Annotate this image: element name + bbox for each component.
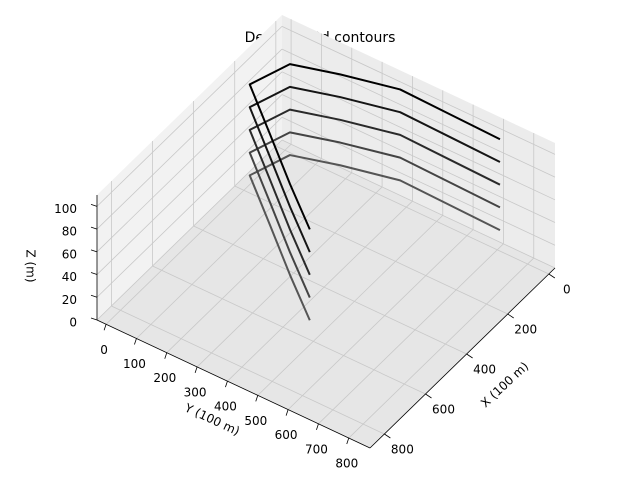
z-tick (90, 203, 98, 207)
z-tick (90, 272, 98, 275)
x-tick-label: 600 (432, 403, 455, 417)
y-tick-label: 400 (214, 400, 237, 414)
grid-line (96, 116, 283, 298)
y-tick (316, 423, 319, 430)
y-tick-label: 100 (123, 357, 146, 371)
y-tick (225, 381, 228, 388)
y-tick-label: 500 (244, 414, 267, 428)
y-tick (164, 352, 168, 359)
grid-line (96, 71, 283, 253)
grid-line (318, 243, 504, 425)
grid-line (105, 143, 292, 325)
x-tick (425, 393, 432, 399)
z-tick-label: 40 (62, 270, 77, 284)
grid-line (257, 215, 444, 396)
grid-line (193, 225, 467, 355)
z-tick-label: 100 (54, 202, 77, 216)
z-tick (90, 249, 98, 253)
grid-line (287, 229, 474, 410)
back-pane-x (282, 15, 555, 268)
y-tick-label: 600 (275, 428, 298, 442)
y-tick (134, 338, 137, 345)
grid-line (136, 158, 322, 339)
grid-line (96, 139, 283, 321)
y-tick (103, 324, 107, 331)
grid-line (348, 257, 535, 439)
x-tick (507, 313, 514, 319)
back-pane-y (97, 15, 282, 320)
grid-line (281, 71, 556, 201)
contour-line (248, 154, 501, 321)
y-axis-line (96, 319, 371, 449)
grid-line (196, 186, 383, 368)
z-tick (90, 226, 98, 230)
grid-line (275, 145, 550, 275)
x-tick-label: 0 (563, 283, 571, 297)
grid-line (281, 48, 556, 178)
x-tick (548, 273, 556, 279)
x-tick-label: 200 (514, 323, 537, 337)
x-tick (466, 353, 473, 359)
grid-line (281, 26, 556, 155)
y-tick-label: 300 (184, 385, 207, 399)
y-tick-label: 800 (335, 457, 358, 471)
z-tick-label: 20 (62, 293, 77, 307)
x-tick-label: 800 (391, 443, 414, 457)
contour-line (248, 108, 501, 276)
y-tick-label: 200 (153, 371, 176, 385)
grid-line (281, 116, 556, 246)
y-tick (194, 366, 198, 374)
x-axis-line (369, 267, 556, 449)
contour-line (248, 85, 501, 253)
grid-line (281, 94, 556, 223)
grid-line (152, 265, 426, 395)
z-tick-label: 80 (62, 225, 77, 239)
z-tick (90, 317, 98, 321)
x-tick (384, 433, 391, 439)
z-tick (90, 294, 98, 298)
y-tick (255, 395, 259, 402)
contour-line (248, 63, 501, 230)
y-tick (285, 409, 289, 416)
grid-line (96, 94, 283, 275)
grid-line (96, 48, 283, 230)
z-tick-label: 60 (62, 247, 77, 261)
x-tick-label: 400 (473, 363, 496, 377)
grid-line (227, 200, 413, 382)
grid-line (281, 139, 556, 269)
z-tick-label: 0 (69, 316, 77, 330)
grid-line (111, 305, 385, 435)
z-axis-title: Z (m) (24, 249, 38, 282)
grid-line (96, 26, 283, 207)
y-tick-label: 0 (100, 343, 108, 357)
y-tick-label: 700 (305, 442, 328, 456)
contour-line (248, 131, 501, 298)
floor-pane (97, 140, 555, 448)
grid-line (166, 172, 353, 353)
y-tick (346, 437, 350, 445)
